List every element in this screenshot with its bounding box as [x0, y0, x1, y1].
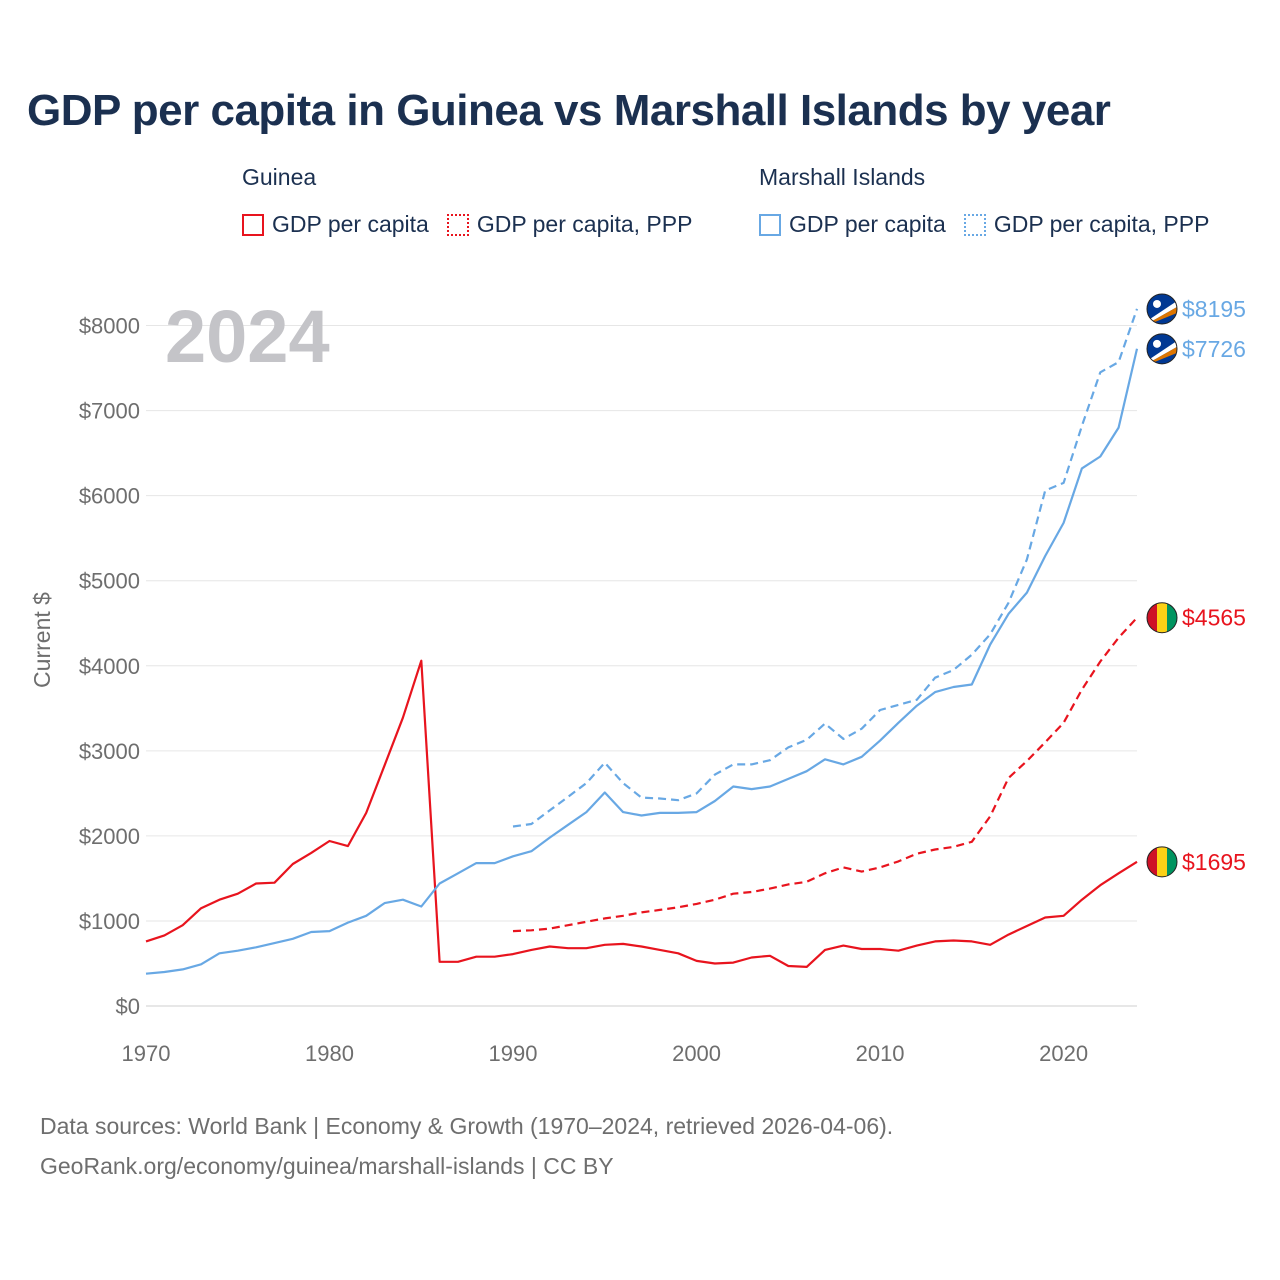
legend-group-marshall: Marshall Islands — [759, 164, 926, 190]
legend-item-marshall-ppp[interactable]: GDP per capita, PPP — [963, 211, 1210, 238]
legend-item-guinea-gdp[interactable]: GDP per capita — [242, 211, 429, 238]
y-tick-labels: $0 $1000 $2000 $3000 $4000 $5000 $6000 $7000 $80… — [79, 314, 140, 1019]
legend-label: GDP per capita, PPP — [993, 211, 1210, 237]
guinea-flag-icon — [1146, 602, 1178, 634]
y-axis-title: Current $ — [29, 592, 55, 688]
end-markers: $1695 $4565 $7726 $8195 — [1146, 293, 1246, 878]
legend-marshall: Marshall Islands GDP per capita GDP per … — [759, 164, 1209, 238]
legend-group-guinea: Guinea — [242, 164, 317, 190]
legend-label: GDP per capita, PPP — [476, 211, 693, 237]
line-chart: 2024 Current $ $0 $1000 $2000 $3000 $4000 $50… — [29, 293, 1246, 1066]
end-value-label: $4565 — [1182, 605, 1246, 631]
legend-item-marshall-gdp[interactable]: GDP per capita — [759, 211, 946, 238]
x-tick-label: 2000 — [672, 1041, 721, 1066]
footer-link[interactable]: GeoRank.org/economy/guinea/marshall-isla… — [40, 1153, 614, 1179]
y-tick-label: $2000 — [79, 824, 140, 849]
y-tick-label: $4000 — [79, 654, 140, 679]
y-tick-label: $5000 — [79, 569, 140, 594]
y-tick-label: $1000 — [79, 909, 140, 934]
chart-title: GDP per capita in Guinea vs Marshall Isl… — [27, 86, 1111, 135]
series-line[interactable] — [145, 348, 1139, 975]
y-tick-label: $0 — [116, 994, 140, 1019]
marshall-islands-flag-icon — [1146, 293, 1178, 325]
y-tick-label: $8000 — [79, 314, 140, 339]
y-tick-label: $6000 — [79, 484, 140, 509]
series-line[interactable] — [512, 616, 1138, 933]
x-tick-label: 2020 — [1039, 1041, 1088, 1066]
y-tick-label: $3000 — [79, 739, 140, 764]
legend-item-guinea-ppp[interactable]: GDP per capita, PPP — [446, 211, 693, 238]
x-tick-label: 2010 — [856, 1041, 905, 1066]
year-watermark: 2024 — [165, 295, 330, 378]
legend-swatch-dashed-blue — [963, 213, 986, 236]
legend-guinea: Guinea GDP per capita GDP per capita, PP… — [242, 164, 692, 238]
end-value-label: $8195 — [1182, 296, 1246, 322]
x-tick-labels: 1970 1980 1990 2000 2010 2020 — [122, 1041, 1089, 1066]
x-tick-label: 1990 — [489, 1041, 538, 1066]
series-line[interactable] — [145, 659, 1138, 968]
end-value-label: $7726 — [1182, 336, 1246, 362]
gridlines — [146, 325, 1137, 1007]
legend-label: GDP per capita — [789, 211, 946, 237]
x-tick-label: 1980 — [305, 1041, 354, 1066]
footer: Data sources: World Bank | Economy & Gro… — [40, 1106, 893, 1186]
legend-swatch-solid-red — [242, 213, 264, 236]
y-tick-label: $7000 — [79, 399, 140, 424]
legend-swatch-dashed-red — [446, 213, 469, 236]
legend-label: GDP per capita — [272, 211, 429, 237]
series-lines — [145, 308, 1139, 975]
footer-source: Data sources: World Bank | Economy & Gro… — [40, 1113, 894, 1139]
guinea-flag-icon — [1146, 846, 1178, 878]
series-line[interactable] — [512, 308, 1139, 828]
legend-swatch-solid-blue — [759, 213, 781, 236]
marshall-islands-flag-icon — [1146, 333, 1178, 365]
end-value-label: $1695 — [1182, 849, 1246, 875]
x-tick-label: 1970 — [122, 1041, 171, 1066]
